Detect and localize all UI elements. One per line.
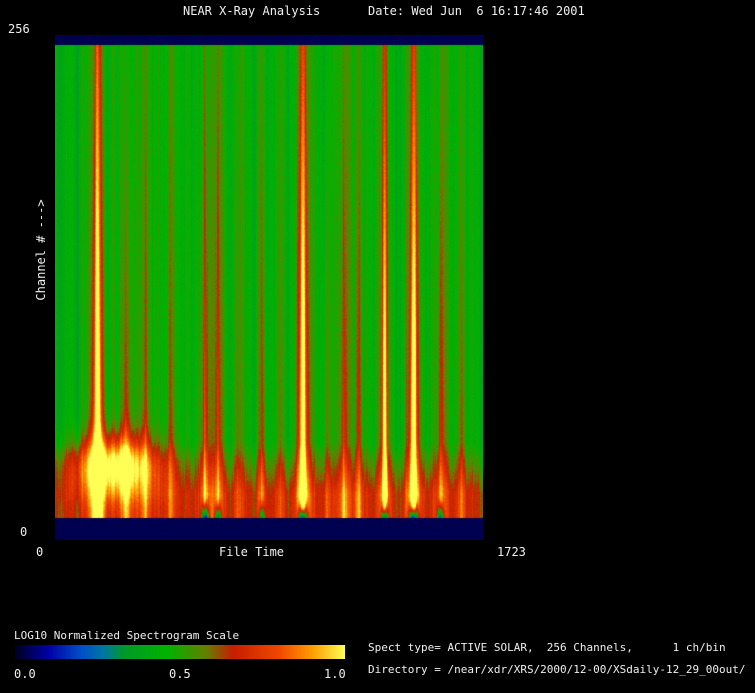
spect-type-info: Spect type= ACTIVE SOLAR, 256 Channels, …: [368, 641, 726, 654]
date-label: Date: Wed Jun 6 16:17:46 2001: [368, 4, 585, 18]
page-title: NEAR X-Ray Analysis: [183, 4, 321, 18]
colorbar-label: LOG10 Normalized Spectrogram Scale: [14, 629, 240, 642]
colorbar-tick-2: 1.0: [324, 667, 346, 681]
x-axis-tick-right: 1723: [497, 545, 526, 559]
x-axis-tick-left: 0: [36, 545, 44, 559]
spectrogram-canvas: [55, 35, 483, 540]
y-axis-tick-bottom: 0: [20, 525, 28, 539]
x-axis-label: File Time: [219, 545, 285, 559]
colorbar-gradient: [15, 645, 345, 659]
y-axis-label: Channel # --->: [34, 199, 48, 301]
y-axis-tick-top: 256: [8, 22, 30, 36]
directory-info: Directory = /near/xdr/XRS/2000/12-00/XSd…: [368, 663, 746, 676]
colorbar-tick-1: 0.5: [169, 667, 191, 681]
colorbar-tick-0: 0.0: [14, 667, 36, 681]
